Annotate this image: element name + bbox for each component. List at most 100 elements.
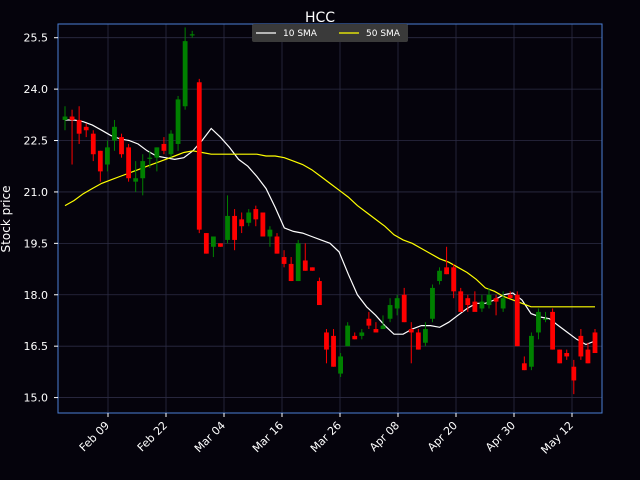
candle-body	[366, 318, 372, 326]
candle-body	[557, 349, 563, 364]
candle-body	[274, 236, 280, 254]
candle-body	[182, 41, 188, 107]
candle	[126, 143, 131, 182]
candle-body	[387, 305, 393, 319]
candle	[437, 267, 442, 285]
legend-label-sma50: 50 SMA	[366, 29, 401, 39]
candle-body	[253, 209, 259, 220]
candle-body	[218, 243, 223, 247]
candle	[430, 284, 435, 323]
candle	[543, 311, 548, 323]
candle	[451, 263, 457, 299]
y-tick-label: 16.5	[24, 340, 49, 353]
candle-body	[112, 126, 117, 141]
candle	[203, 233, 209, 254]
candle-body	[161, 143, 167, 151]
candle	[557, 349, 563, 364]
candle-body	[133, 178, 139, 182]
candle-body	[578, 335, 584, 357]
sma-lines	[64, 119, 596, 346]
candle-body	[140, 161, 146, 179]
candle-body	[317, 281, 322, 306]
candle-body	[437, 270, 442, 282]
candle	[423, 322, 428, 347]
gridlines	[58, 24, 602, 413]
candle-body	[260, 212, 266, 237]
candle	[500, 291, 506, 312]
candle	[274, 233, 280, 254]
candle	[69, 109, 75, 165]
candle-body	[380, 325, 386, 330]
candle	[253, 205, 259, 227]
candle-body	[408, 329, 414, 333]
candle-body	[324, 332, 329, 350]
candle-body	[225, 215, 230, 240]
y-axis-label: Stock price	[0, 186, 13, 253]
candle	[408, 322, 414, 364]
chart-title: HCC	[305, 10, 335, 26]
candle	[415, 329, 421, 350]
candle	[366, 311, 372, 330]
candle-body	[373, 329, 379, 333]
candle	[536, 308, 541, 340]
candle-body	[189, 34, 195, 36]
candle-body	[90, 133, 96, 155]
candle	[338, 353, 343, 378]
y-axis-ticks: 15.0 16.5 18.0 19.5 21.0 22.5 24.0 25.5	[24, 32, 58, 405]
candle	[119, 133, 124, 158]
candle-body	[458, 291, 464, 312]
candle-body	[585, 349, 591, 364]
candle-body	[550, 311, 555, 350]
candle-body	[500, 298, 506, 309]
candle-body	[486, 294, 492, 306]
candle-body	[507, 294, 513, 299]
candle-body	[62, 116, 68, 120]
candle	[578, 329, 584, 360]
candle-body	[352, 335, 358, 340]
candle	[380, 315, 386, 330]
y-tick-label: 22.5	[24, 135, 49, 148]
candle	[394, 294, 400, 316]
y-tick-label: 15.0	[24, 392, 49, 405]
candle	[175, 95, 181, 151]
candle	[479, 294, 485, 312]
candle	[211, 236, 216, 258]
candle	[140, 154, 146, 196]
candle	[154, 147, 160, 172]
candle	[225, 195, 230, 244]
y-tick-label: 24.0	[24, 83, 49, 96]
candle-body	[521, 363, 527, 371]
candle-body	[514, 294, 520, 347]
candle	[345, 322, 351, 347]
candle	[472, 291, 478, 312]
candle-body	[126, 147, 131, 179]
candle-body	[338, 356, 343, 374]
candle-body	[105, 147, 110, 165]
candle	[352, 332, 358, 340]
candle-body	[295, 243, 301, 282]
candle	[182, 27, 188, 110]
legend-box	[252, 24, 408, 42]
candle-body	[281, 257, 287, 264]
candle	[507, 291, 513, 299]
candle	[76, 106, 82, 144]
candle-body	[119, 137, 124, 155]
candle-body	[267, 229, 273, 237]
candle-body	[472, 301, 478, 312]
candle	[387, 298, 393, 323]
candle	[62, 106, 68, 131]
candle-body	[430, 287, 435, 319]
candle-body	[76, 119, 82, 134]
candle	[133, 161, 139, 192]
candle	[401, 287, 407, 323]
candle-body	[175, 99, 181, 144]
series-line-sma10	[65, 119, 596, 346]
candle-body	[203, 233, 209, 254]
candle-body	[465, 298, 471, 306]
candle	[529, 332, 534, 371]
y-tick-label: 19.5	[24, 237, 49, 250]
candle	[295, 239, 301, 282]
series-line-sma50	[64, 150, 595, 308]
candle-body	[168, 133, 174, 155]
candle	[218, 243, 223, 247]
